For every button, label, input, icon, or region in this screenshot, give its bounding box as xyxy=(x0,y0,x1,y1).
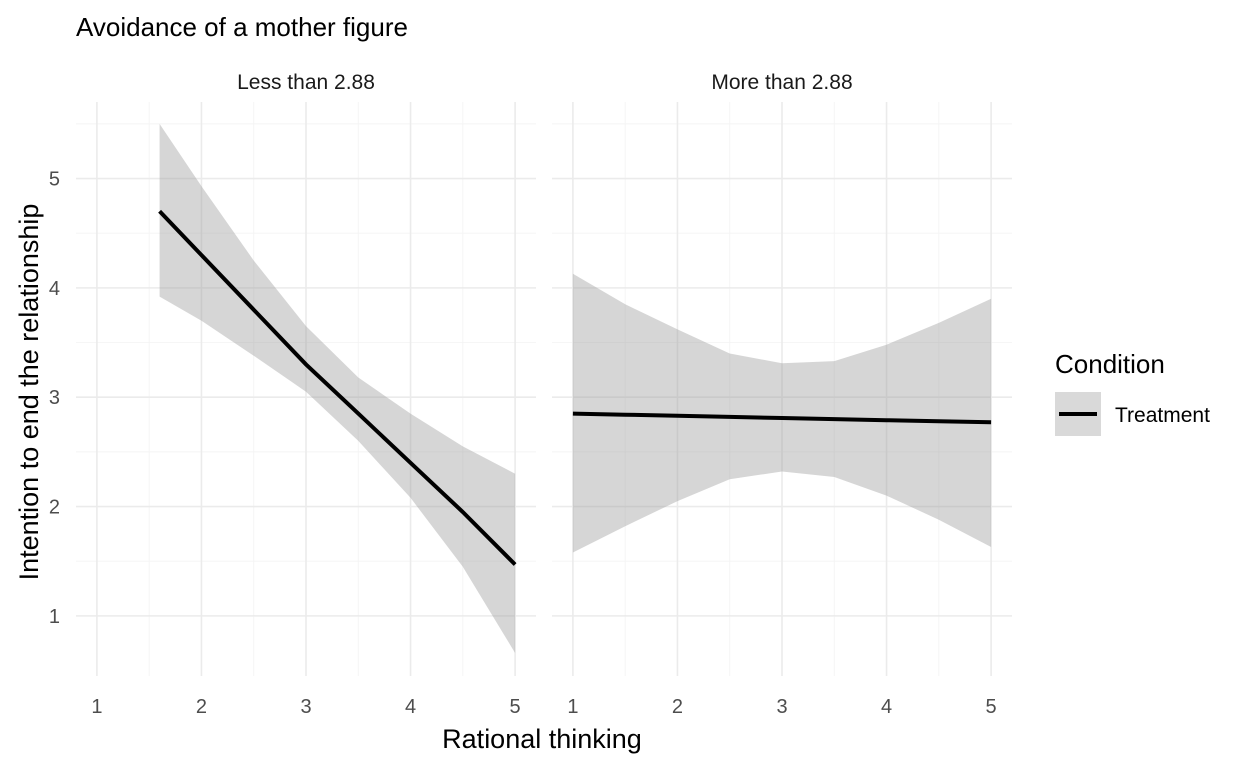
x-axis-title: Rational thinking xyxy=(442,724,642,754)
x-tick-label: 5 xyxy=(510,696,521,718)
x-tick-label: 3 xyxy=(776,696,787,718)
y-tick-label: 3 xyxy=(49,387,60,409)
y-tick-label: 2 xyxy=(49,497,60,519)
x-tick-label: 1 xyxy=(91,696,102,718)
fit-line-treatment xyxy=(158,209,517,566)
confidence-band xyxy=(159,123,516,653)
fit-line-treatment xyxy=(572,411,992,425)
facet-strip-label: Less than 2.88 xyxy=(237,71,375,94)
facet-panels: Less than 2.88 1 2 3 4 5 1 2 3 4 5 More than 2.88 1 2… xyxy=(49,71,1012,718)
x-tick-label: 3 xyxy=(300,696,311,718)
facet-panel-2: More than 2.88 1 2 3 4 5 xyxy=(552,71,1012,718)
x-tick-label: 2 xyxy=(672,696,683,718)
y-tick-label: 1 xyxy=(49,606,60,628)
x-tick-label: 1 xyxy=(567,696,578,718)
facet-strip-label: More than 2.88 xyxy=(711,71,852,94)
y-tick-label: 5 xyxy=(49,169,60,191)
x-tick-label: 4 xyxy=(405,696,416,718)
y-tick-label: 4 xyxy=(49,278,60,300)
y-axis-title: Intention to end the relationship xyxy=(14,204,44,581)
legend-title: Condition xyxy=(1055,349,1165,379)
x-tick-label: 5 xyxy=(986,696,997,718)
facet-panel-1: Less than 2.88 1 2 3 4 5 1 2 3 4 5 xyxy=(49,71,536,718)
x-tick-label: 4 xyxy=(881,696,892,718)
legend-entry-treatment: Treatment xyxy=(1115,404,1210,427)
x-tick-label: 2 xyxy=(196,696,207,718)
legend: Condition Treatment xyxy=(1055,349,1210,436)
confidence-band xyxy=(572,273,992,553)
chart-title: Avoidance of a mother figure xyxy=(76,12,408,42)
